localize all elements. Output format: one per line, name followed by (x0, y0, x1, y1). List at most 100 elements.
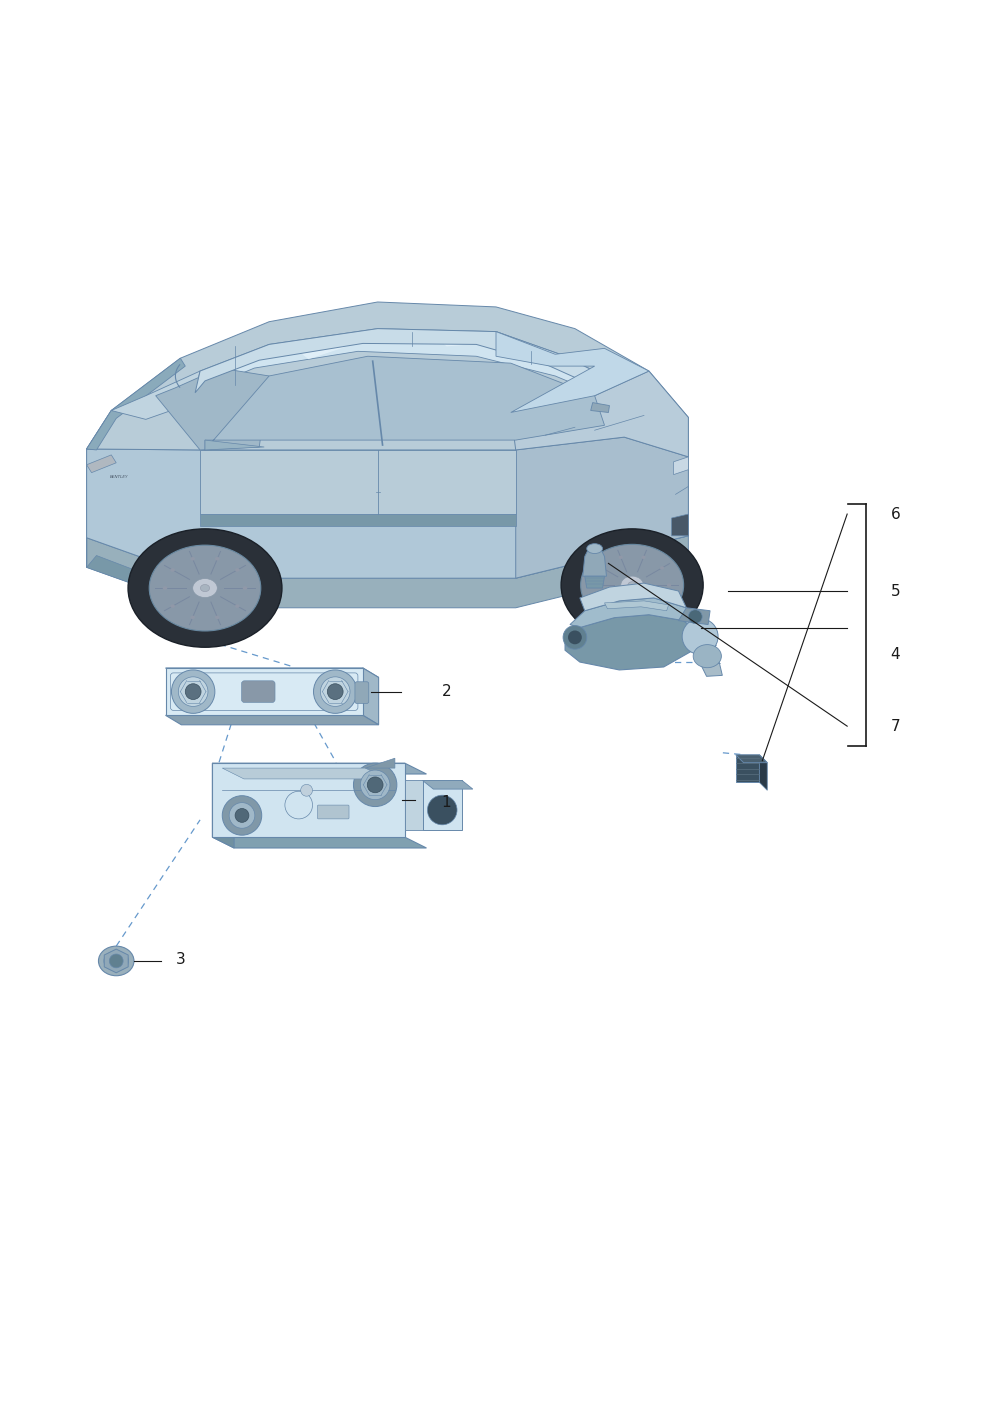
Circle shape (563, 626, 586, 650)
Ellipse shape (660, 600, 664, 603)
Polygon shape (583, 549, 606, 577)
Polygon shape (674, 457, 688, 474)
Polygon shape (423, 780, 473, 788)
Polygon shape (200, 450, 516, 513)
Ellipse shape (128, 529, 282, 647)
Polygon shape (86, 358, 186, 450)
Polygon shape (195, 328, 649, 405)
Polygon shape (363, 668, 379, 725)
Ellipse shape (163, 586, 168, 589)
Ellipse shape (642, 556, 646, 558)
Polygon shape (111, 370, 200, 419)
Ellipse shape (593, 584, 597, 586)
Ellipse shape (660, 567, 664, 570)
Polygon shape (736, 755, 760, 783)
Circle shape (568, 630, 582, 644)
Polygon shape (496, 331, 649, 412)
Ellipse shape (619, 556, 623, 558)
Polygon shape (687, 636, 722, 676)
Ellipse shape (619, 612, 623, 615)
Polygon shape (166, 668, 379, 678)
Polygon shape (570, 598, 698, 633)
Polygon shape (86, 536, 688, 607)
Polygon shape (166, 716, 379, 725)
Ellipse shape (667, 584, 672, 586)
Circle shape (327, 683, 343, 700)
Ellipse shape (693, 644, 721, 668)
Circle shape (179, 676, 208, 707)
Text: BENTLEY: BENTLEY (110, 474, 128, 478)
Ellipse shape (190, 557, 195, 561)
Circle shape (353, 763, 397, 807)
Ellipse shape (642, 612, 646, 615)
Ellipse shape (149, 546, 261, 631)
Polygon shape (760, 755, 767, 790)
Polygon shape (200, 513, 516, 526)
FancyBboxPatch shape (355, 682, 369, 703)
Polygon shape (584, 577, 604, 588)
Text: 2: 2 (441, 685, 451, 699)
Text: 1: 1 (441, 794, 451, 810)
Circle shape (235, 808, 249, 822)
Polygon shape (156, 368, 269, 450)
Polygon shape (86, 556, 200, 607)
Polygon shape (604, 600, 669, 610)
Ellipse shape (628, 582, 637, 588)
Polygon shape (590, 403, 609, 412)
Polygon shape (423, 780, 462, 829)
Polygon shape (86, 302, 688, 457)
Polygon shape (580, 584, 686, 610)
Ellipse shape (171, 568, 175, 572)
Circle shape (172, 671, 215, 713)
Polygon shape (672, 513, 688, 536)
FancyBboxPatch shape (241, 680, 275, 703)
Polygon shape (104, 948, 128, 972)
Polygon shape (436, 334, 496, 347)
Polygon shape (222, 767, 387, 779)
Ellipse shape (98, 946, 134, 975)
Polygon shape (212, 763, 234, 847)
Ellipse shape (235, 568, 240, 572)
Polygon shape (511, 370, 688, 457)
Polygon shape (205, 356, 604, 450)
Circle shape (367, 777, 383, 793)
Ellipse shape (192, 578, 217, 598)
Polygon shape (212, 838, 427, 847)
Circle shape (222, 796, 262, 835)
Polygon shape (86, 438, 688, 578)
Circle shape (688, 610, 702, 623)
Polygon shape (405, 780, 423, 829)
FancyBboxPatch shape (317, 805, 349, 819)
Ellipse shape (682, 619, 718, 654)
Circle shape (229, 803, 255, 828)
Text: 6: 6 (891, 506, 901, 522)
Polygon shape (205, 441, 264, 450)
Text: 7: 7 (891, 718, 900, 734)
Ellipse shape (200, 585, 209, 592)
Polygon shape (86, 396, 146, 567)
Polygon shape (86, 455, 116, 473)
Ellipse shape (235, 605, 240, 607)
Ellipse shape (621, 577, 644, 593)
Text: 5: 5 (891, 584, 900, 599)
Circle shape (186, 683, 201, 700)
Ellipse shape (171, 605, 175, 607)
Polygon shape (166, 668, 363, 716)
Ellipse shape (190, 616, 195, 619)
Polygon shape (365, 758, 395, 767)
Ellipse shape (580, 544, 683, 626)
Polygon shape (516, 438, 688, 578)
Polygon shape (299, 337, 353, 359)
Ellipse shape (104, 951, 129, 971)
Circle shape (301, 784, 312, 796)
Ellipse shape (428, 796, 457, 825)
Polygon shape (679, 607, 710, 624)
Text: 3: 3 (176, 953, 186, 968)
Ellipse shape (586, 544, 602, 554)
Circle shape (109, 954, 123, 968)
Ellipse shape (215, 557, 219, 561)
Circle shape (320, 676, 350, 707)
Ellipse shape (243, 586, 247, 589)
Circle shape (360, 770, 390, 800)
Polygon shape (565, 615, 698, 671)
